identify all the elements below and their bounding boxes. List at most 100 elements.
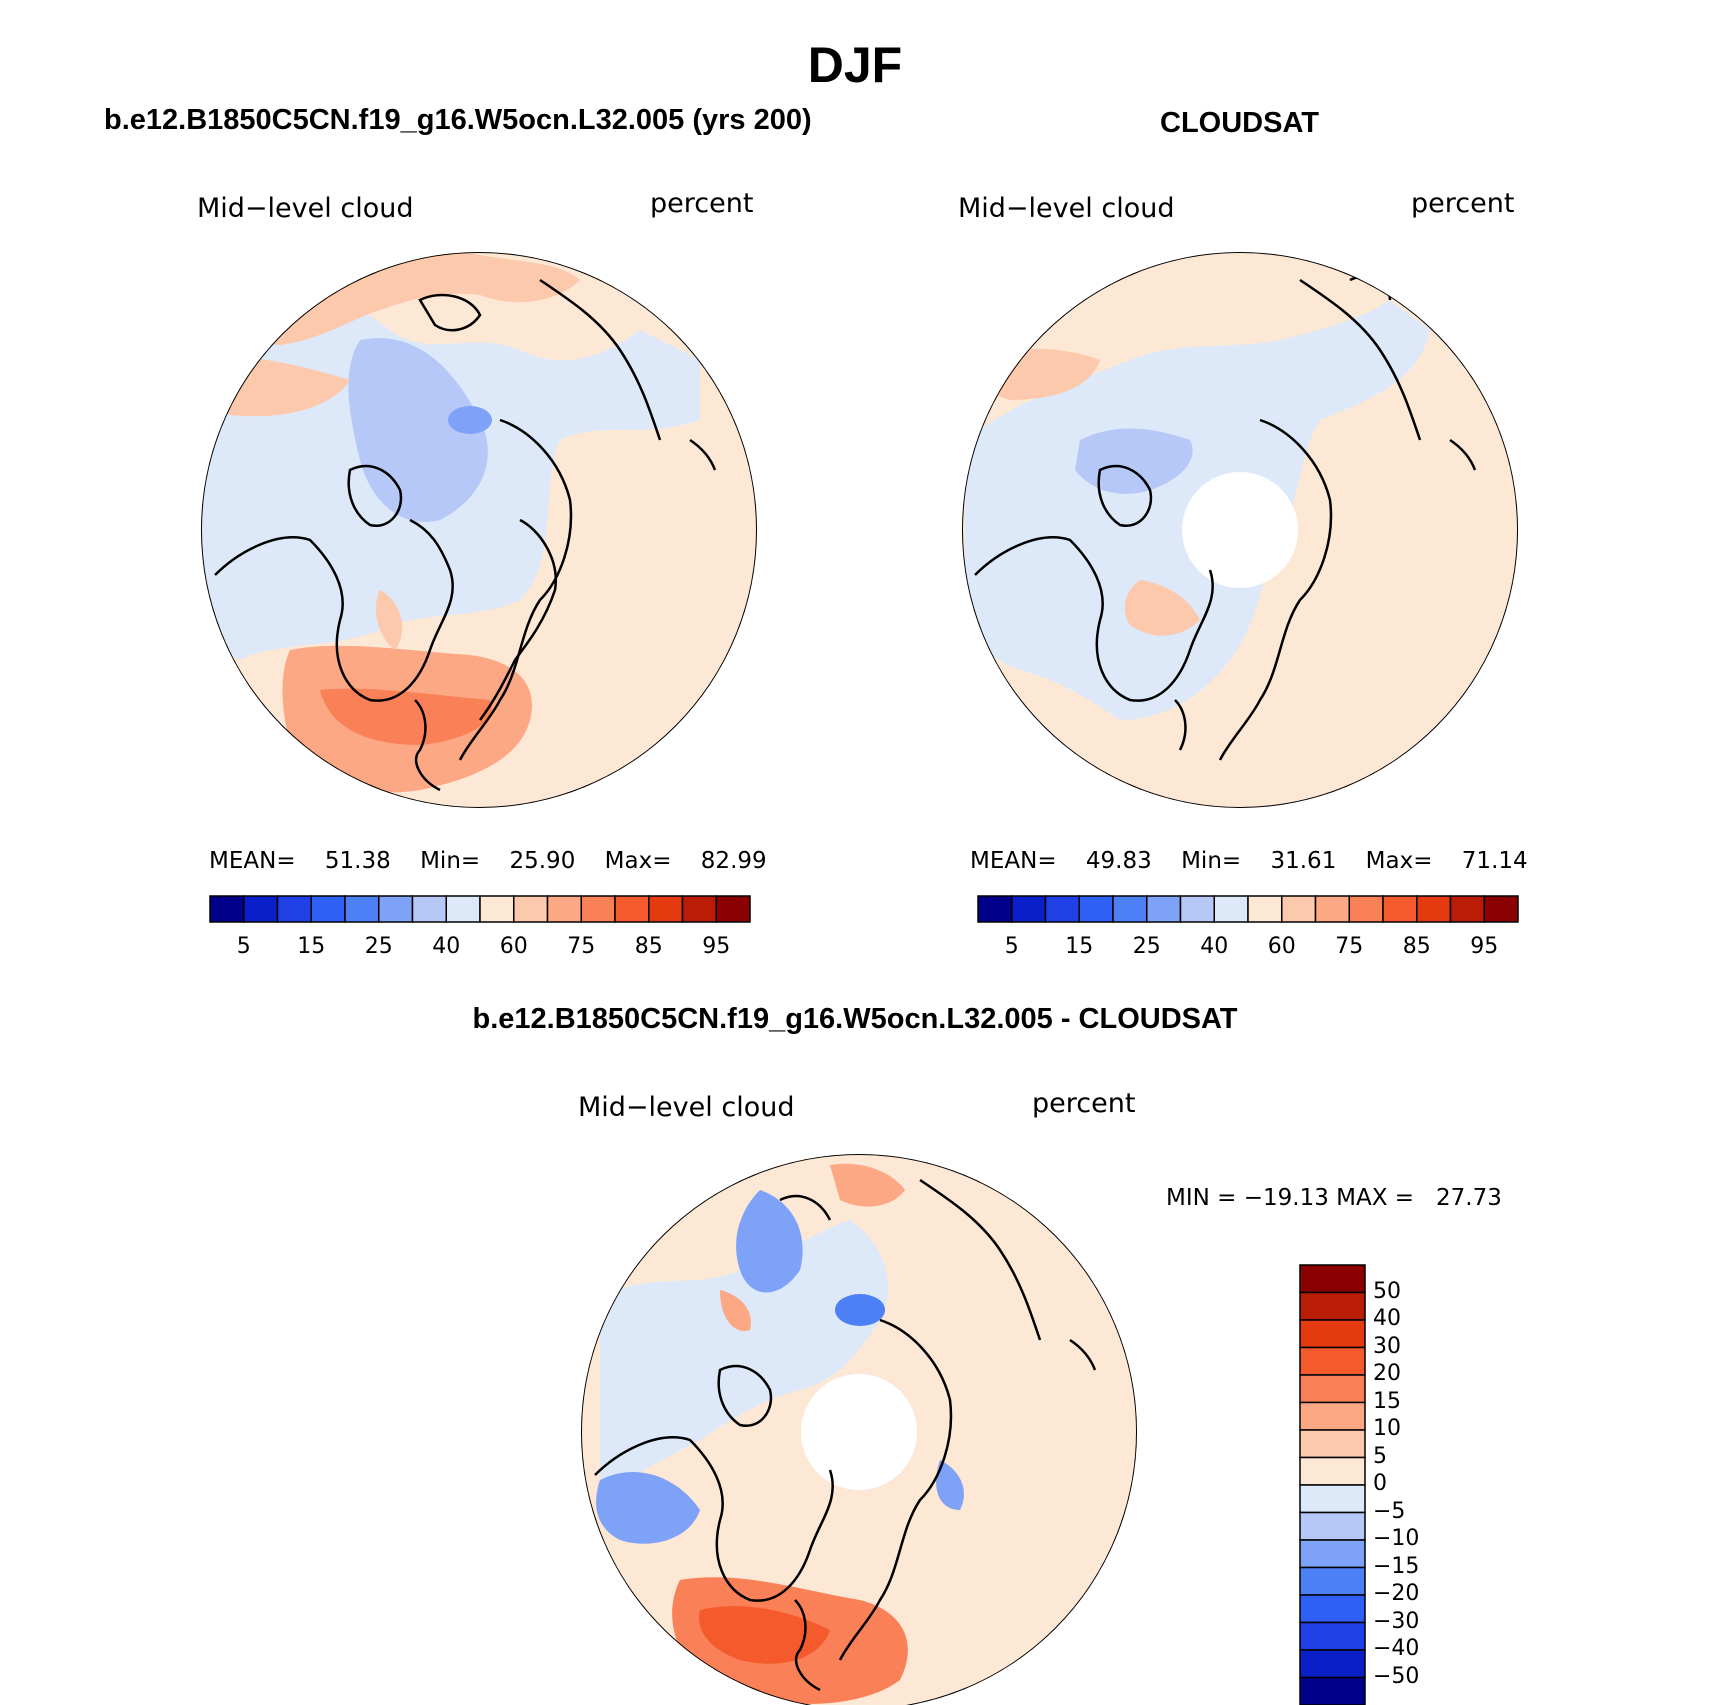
colorbar-tick-label: 60 — [499, 934, 528, 959]
colorbar-swatch — [1299, 1484, 1366, 1514]
colorbar-swatch — [1011, 895, 1047, 923]
colorbar-swatch — [1299, 1511, 1366, 1541]
colorbar-tick-label: 85 — [1402, 934, 1431, 959]
colorbar-swatch — [1299, 1539, 1366, 1569]
panel1-region-orange-core — [320, 688, 492, 745]
panel1-variable-label: Mid−level cloud — [197, 193, 414, 224]
panel2-title: CLOUDSAT — [1160, 107, 1319, 139]
panel3-colorbar — [1299, 1264, 1366, 1705]
colorbar-swatch — [1146, 895, 1182, 923]
panel2-coastlines — [974, 275, 1477, 761]
colorbar-swatch — [1299, 1401, 1366, 1431]
colorbar-swatch — [1299, 1264, 1366, 1294]
colorbar-swatch — [614, 895, 650, 923]
colorbar-swatch — [411, 895, 447, 923]
colorbar-tick-label: 60 — [1267, 934, 1296, 959]
colorbar-swatch — [1299, 1621, 1366, 1651]
colorbar-tick-label: 5 — [236, 934, 251, 959]
colorbar-swatch — [1078, 895, 1114, 923]
panel3-minmax: MIN = −19.13 MAX = 27.73 — [1166, 1185, 1502, 1211]
colorbar-tick-label: 30 — [1373, 1333, 1401, 1359]
colorbar-tick-label: 50 — [1373, 1278, 1401, 1304]
colorbar-swatch — [479, 895, 515, 923]
panel1-max-label: Max= — [604, 848, 672, 874]
panel1-stats: MEAN= 51.38 Min= 25.90 Max= 82.99 — [209, 848, 767, 874]
colorbar-swatch — [1179, 895, 1215, 923]
panel3-region-blue-north — [736, 1190, 803, 1293]
colorbar-swatch — [977, 895, 1013, 923]
panel2-mean-value: 49.83 — [1085, 848, 1152, 874]
panel3-region-orange-core — [699, 1606, 830, 1664]
colorbar-swatch — [1281, 895, 1317, 923]
colorbar-swatch — [1112, 895, 1148, 923]
colorbar-tick-label: 40 — [1373, 1306, 1401, 1331]
colorbar-swatch — [1299, 1346, 1366, 1376]
colorbar-tick-label: −20 — [1373, 1581, 1420, 1606]
panel1-units-label: percent — [650, 188, 754, 219]
panel1-map — [201, 252, 757, 808]
colorbar-swatch — [715, 895, 751, 923]
panel2-pole-gap — [1182, 472, 1298, 588]
panel3-region-blue-east — [936, 1460, 964, 1510]
colorbar-tick-label: 95 — [702, 934, 731, 959]
panel3-region-bluish — [600, 1220, 889, 1490]
panel1-max-value: 82.99 — [700, 848, 767, 874]
colorbar-tick-label: 75 — [1335, 934, 1364, 959]
panel2-mean-label: MEAN= — [970, 848, 1057, 874]
panel3-region-orange-west — [720, 1290, 751, 1331]
colorbar-swatch — [1299, 1429, 1366, 1459]
colorbar-swatch — [1044, 895, 1080, 923]
panel3-region-orange-north — [830, 1163, 905, 1207]
colorbar-swatch — [1483, 895, 1519, 923]
colorbar-swatch — [546, 895, 582, 923]
colorbar-tick-label: 5 — [1373, 1443, 1387, 1469]
colorbar-swatch — [1348, 895, 1384, 923]
colorbar-tick-label: −40 — [1373, 1636, 1420, 1661]
panel2-min-value: 31.61 — [1270, 848, 1337, 874]
panel2-min-label: Min= — [1181, 848, 1242, 874]
panel1-coastlines — [214, 275, 717, 792]
colorbar-tick-label: 25 — [364, 934, 393, 959]
colorbar-tick-label: −10 — [1373, 1526, 1420, 1551]
colorbar-swatch — [243, 895, 279, 923]
colorbar-tick-label: 10 — [1373, 1416, 1401, 1441]
colorbar-swatch — [310, 895, 346, 923]
colorbar-swatch — [344, 895, 380, 923]
colorbar-tick-label: 40 — [432, 934, 461, 959]
colorbar-swatch — [1299, 1291, 1366, 1321]
colorbar-swatch — [1449, 895, 1485, 923]
colorbar-swatch — [276, 895, 312, 923]
colorbar-tick-label: 15 — [1373, 1388, 1401, 1414]
colorbar-swatch — [681, 895, 717, 923]
colorbar-tick-label: −15 — [1373, 1553, 1420, 1579]
colorbar-tick-label: 95 — [1470, 934, 1499, 959]
panel1-title: b.e12.B1850C5CN.f19_g16.W5ocn.L32.005 (y… — [104, 104, 812, 136]
panel3-units-label: percent — [1032, 1088, 1136, 1119]
colorbar-tick-label: −30 — [1373, 1608, 1420, 1634]
colorbar-swatch — [513, 895, 549, 923]
colorbar-tick-label: 15 — [1065, 934, 1094, 959]
panel1-colorbar — [209, 895, 751, 923]
panel2-max-value: 71.14 — [1461, 848, 1528, 874]
colorbar-tick-label: 40 — [1200, 934, 1229, 959]
colorbar-swatch — [378, 895, 414, 923]
panel2-variable-label: Mid−level cloud — [958, 193, 1175, 224]
panel2-colorbar — [977, 895, 1519, 923]
colorbar-swatch — [1299, 1594, 1366, 1624]
panel3-region-blue-core — [835, 1294, 885, 1326]
panel3-map — [581, 1154, 1137, 1705]
colorbar-tick-label: 25 — [1132, 934, 1161, 959]
panel1-region-greenland — [375, 590, 403, 650]
colorbar-swatch — [1299, 1676, 1366, 1705]
panel2-units-label: percent — [1411, 188, 1515, 219]
colorbar-swatch — [1382, 895, 1418, 923]
colorbar-tick-label: −5 — [1373, 1498, 1406, 1524]
panel3-title: b.e12.B1850C5CN.f19_g16.W5ocn.L32.005 - … — [472, 1003, 1238, 1035]
panel1-region-blue-core — [448, 406, 492, 434]
colorbar-tick-label: 15 — [297, 934, 326, 959]
colorbar-swatch — [1213, 895, 1249, 923]
colorbar-swatch — [1299, 1456, 1366, 1486]
colorbar-tick-label: 20 — [1373, 1361, 1401, 1386]
colorbar-swatch — [1299, 1566, 1366, 1596]
